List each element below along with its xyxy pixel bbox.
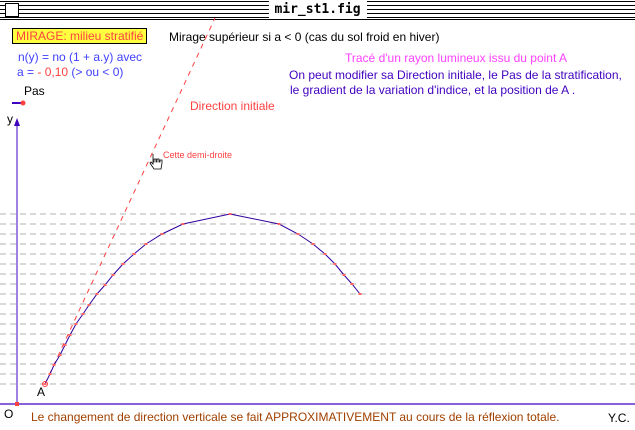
a-prefix: a = <box>17 65 38 79</box>
direction-line[interactable] <box>44 17 216 385</box>
ray-point <box>350 283 354 285</box>
origin-marker <box>15 402 19 406</box>
ray-point <box>63 344 67 346</box>
ray-point <box>342 274 346 276</box>
ray-point <box>74 323 78 325</box>
pas-handle[interactable] <box>20 100 26 106</box>
close-box[interactable] <box>5 3 19 17</box>
window-title: mir_st1.fig <box>268 1 367 18</box>
y-axis-arrow <box>14 118 20 126</box>
heading-box: MIRAGE: milieu stratifié <box>12 28 148 44</box>
ray-point <box>87 304 91 306</box>
title-bar[interactable]: mir_st1.fig <box>0 0 635 20</box>
ray-point <box>48 373 52 375</box>
ray-point <box>52 364 56 366</box>
ray-point <box>228 213 232 215</box>
ray-point <box>144 243 148 245</box>
light-ray <box>44 213 361 385</box>
ray-point <box>58 354 62 356</box>
mirage-note: Mirage supérieur si a < 0 (cas du sol fr… <box>169 30 440 44</box>
direction-label: Direction initiale <box>190 99 275 113</box>
a-suffix: (> ou < 0) <box>68 65 124 79</box>
ray-point <box>121 263 125 265</box>
a-value[interactable]: - 0,10 <box>37 65 69 79</box>
ray-point <box>160 233 164 235</box>
y-axis-label: y <box>7 112 13 126</box>
ray-point <box>132 253 136 255</box>
ray-point <box>111 274 115 276</box>
ray-points <box>43 213 362 385</box>
ray-point <box>81 313 85 315</box>
footer-note: Le changement de direction verticale se … <box>31 410 560 424</box>
pas-label: Pas <box>24 84 45 98</box>
modify-line-2: le gradient de la variation d'indice, et… <box>290 83 576 97</box>
ray-point <box>323 253 327 255</box>
ray-point <box>95 293 99 295</box>
ray-point <box>68 334 72 336</box>
ray-point <box>103 284 107 286</box>
ray-point <box>358 293 362 295</box>
ray-point <box>277 223 281 225</box>
ray-point <box>333 263 337 265</box>
ray-point <box>311 243 315 245</box>
origin-label: O <box>4 407 14 421</box>
demi-droite-label: Cette demi-droite <box>163 150 233 160</box>
trace-title: Tracé d'un rayon lumineux issu du point … <box>345 51 567 65</box>
credit: Y.C. <box>608 411 630 425</box>
point-a-label: A <box>37 385 46 399</box>
formula: n(y) = no (1 + a.y) avec <box>18 50 143 64</box>
ray-point <box>181 223 185 225</box>
point-a-handle[interactable] <box>42 381 48 387</box>
strata-lines <box>0 213 635 385</box>
modify-line-1: On peut modifier sa Direction initiale, … <box>289 68 622 82</box>
ray-point <box>296 233 300 235</box>
hand-cursor-icon <box>149 154 163 170</box>
a-parameter: a = - 0,10 (> ou < 0) <box>17 65 123 79</box>
ray-point <box>43 383 47 385</box>
